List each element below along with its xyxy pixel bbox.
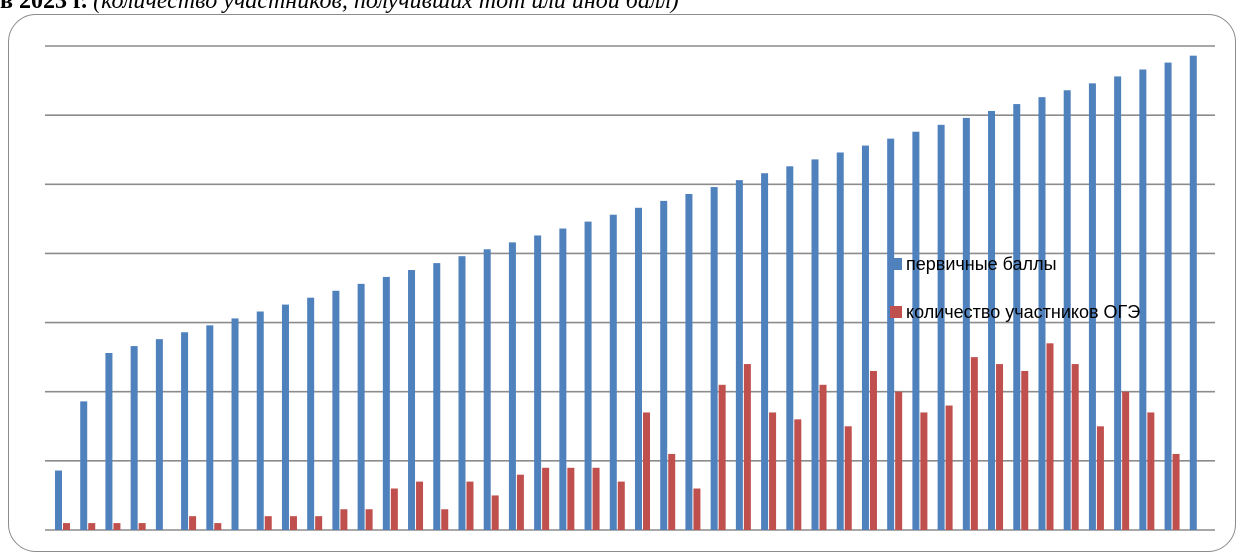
bar-primary-score: [685, 193, 693, 530]
bar-participants: [718, 384, 726, 530]
bar-primary-score: [181, 332, 189, 530]
bar-primary-score: [458, 256, 466, 530]
legend-label-participants: количество участников ОГЭ: [906, 302, 1140, 322]
bar-participants: [340, 509, 348, 530]
bar-participants: [542, 467, 550, 530]
bar-participants: [264, 516, 272, 530]
bar-participants: [315, 516, 323, 530]
bar-primary-score: [1013, 104, 1021, 530]
chart-heading: в 2023 г. (количество участников, получи…: [0, 0, 679, 16]
bar-primary-score: [912, 131, 920, 531]
bar-primary-score: [256, 311, 264, 530]
bar-primary-score: [1189, 55, 1197, 531]
bar-primary-score: [861, 145, 869, 530]
bar-participants: [970, 357, 978, 530]
bar-primary-score: [660, 200, 668, 530]
bar-primary-score: [1139, 69, 1147, 530]
bar-participants: [491, 495, 499, 530]
bar-primary-score: [508, 242, 516, 530]
bar-participants: [1096, 426, 1104, 530]
bar-participants: [844, 426, 852, 530]
bar-participants: [138, 523, 146, 530]
bar-participants: [920, 412, 928, 530]
bar-participants: [643, 412, 650, 530]
bar-primary-score: [55, 470, 62, 530]
bar-primary-score: [80, 401, 88, 530]
bar-participants: [869, 370, 877, 530]
bar-primary-score: [231, 318, 239, 530]
bar-participants: [769, 412, 777, 530]
bar-primary-score: [609, 214, 617, 530]
bar-participants: [1172, 453, 1180, 530]
bar-participants: [1071, 364, 1079, 530]
bar-primary-score: [1038, 97, 1046, 531]
bar-primary-score: [584, 221, 592, 530]
bar-participants: [743, 364, 751, 530]
legend-swatch-participants: [890, 306, 902, 318]
bar-participants: [466, 481, 474, 530]
bar-primary-score: [811, 159, 819, 530]
bar-participants: [516, 474, 524, 530]
bar-participants: [189, 516, 197, 530]
bar-primary-score: [962, 117, 970, 530]
bar-primary-score: [1164, 62, 1172, 531]
bar-participants: [592, 467, 600, 530]
bar-participants: [794, 419, 802, 530]
bar-participants: [996, 364, 1004, 530]
bar-primary-score: [710, 187, 718, 531]
bar-participants: [1046, 343, 1054, 530]
bar-participants: [617, 481, 625, 530]
bar-primary-score: [357, 283, 365, 530]
bar-primary-score: [382, 276, 390, 530]
legend-label-primary: первичные баллы: [906, 254, 1057, 274]
bar-primary-score: [836, 152, 844, 531]
bar-participants: [895, 391, 903, 530]
bar-primary-score: [206, 325, 214, 530]
bar-participants: [441, 509, 449, 530]
bar-participants: [63, 523, 70, 530]
bar-primary-score: [988, 110, 996, 531]
bar-primary-score: [332, 290, 340, 530]
bar-primary-score: [735, 180, 743, 530]
bar-primary-score: [483, 249, 491, 530]
bar-participants: [668, 453, 676, 530]
legend-swatch-primary: [890, 258, 902, 270]
bar-primary-score: [937, 124, 945, 530]
heading-year: в 2023 г.: [0, 0, 88, 14]
bar-primary-score: [786, 166, 794, 530]
bar-participants: [365, 509, 373, 530]
bar-participants: [88, 523, 96, 530]
bar-participants: [1021, 370, 1029, 530]
bars: [55, 55, 1197, 531]
bar-primary-score: [1063, 90, 1071, 530]
bar-primary-score: [408, 270, 416, 530]
bar-primary-score: [887, 138, 895, 530]
bar-primary-score: [534, 235, 542, 530]
bar-participants: [693, 488, 701, 530]
bar-primary-score: [105, 352, 113, 530]
bar-participants: [214, 523, 222, 530]
bar-primary-score: [635, 207, 642, 531]
bar-primary-score: [155, 339, 163, 530]
bar-participants: [1122, 391, 1130, 530]
bar-participants: [945, 405, 953, 530]
bar-primary-score: [1088, 83, 1096, 530]
bar-participants: [819, 384, 827, 530]
bar-primary-score: [307, 297, 315, 530]
heading-note: (количество участников, получивших тот и…: [93, 0, 679, 14]
bar-participants: [567, 467, 575, 530]
bar-primary-score: [130, 346, 138, 530]
bar-primary-score: [433, 263, 441, 530]
bar-participants: [390, 488, 398, 530]
bar-primary-score: [559, 228, 567, 531]
bar-participants: [1147, 412, 1155, 530]
bar-primary-score: [1114, 76, 1122, 531]
bar-participants: [289, 516, 297, 530]
bar-primary-score: [761, 173, 769, 530]
bar-participants: [416, 481, 424, 530]
bar-participants: [113, 523, 121, 530]
bar-primary-score: [281, 304, 289, 530]
legend: первичные баллы количество участников ОГ…: [890, 254, 1140, 322]
